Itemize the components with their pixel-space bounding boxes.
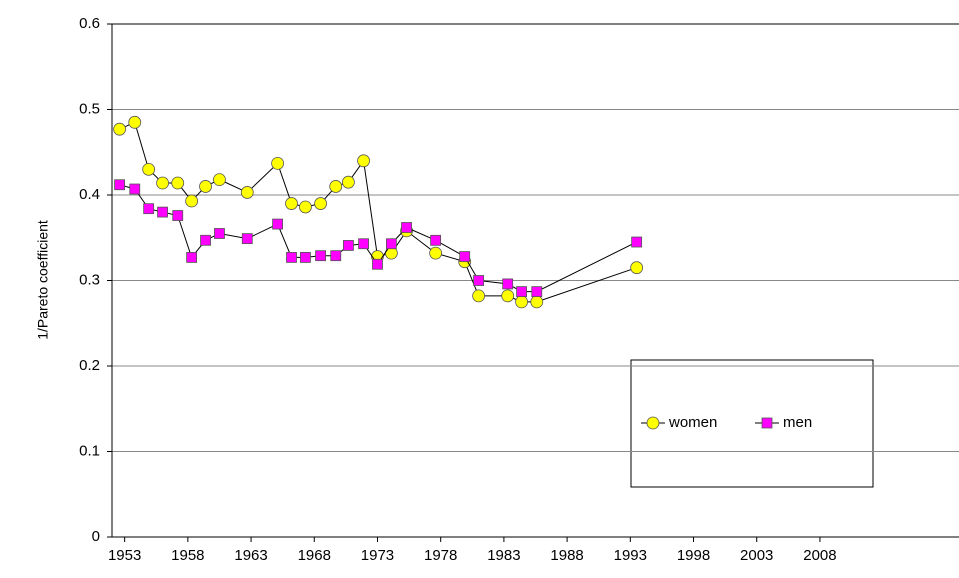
x-tick-label: 1983 [487, 547, 520, 564]
data-point [314, 197, 327, 210]
data-point [114, 179, 125, 191]
data-point [172, 210, 184, 221]
legend-label: women [668, 414, 717, 431]
y-tick-label: 0.1 [79, 442, 100, 459]
data-point [185, 194, 199, 208]
legend-marker [761, 417, 773, 429]
data-point [385, 238, 397, 250]
data-point [156, 176, 169, 190]
data-point [213, 173, 226, 187]
data-point [113, 122, 126, 136]
data-point [343, 240, 354, 251]
y-tick-label: 0 [92, 528, 100, 545]
data-point [501, 289, 515, 303]
data-point [358, 238, 369, 250]
x-tick-label: 1973 [361, 547, 394, 564]
data-point [186, 252, 198, 263]
data-point [315, 250, 326, 262]
data-point [200, 234, 211, 246]
series-line [119, 121, 637, 303]
data-point [329, 180, 343, 193]
data-point [429, 246, 443, 260]
data-point [631, 236, 643, 248]
x-tick-label: 2003 [740, 547, 773, 564]
data-point [342, 175, 355, 189]
legend-marker [646, 416, 660, 430]
data-point [472, 289, 486, 303]
y-tick-label: 0.2 [79, 357, 100, 374]
data-point [142, 162, 156, 176]
data-point [214, 228, 225, 239]
x-tick-label: 1993 [614, 547, 647, 564]
data-point [272, 218, 284, 230]
data-point [515, 295, 528, 309]
x-tick-label: 1978 [424, 547, 457, 564]
data-point [330, 250, 342, 262]
y-tick-label: 0.6 [79, 15, 100, 32]
data-point [473, 275, 485, 286]
y-tick-label: 0.4 [79, 186, 100, 203]
x-tick-label: 1958 [171, 547, 204, 564]
data-point [299, 200, 312, 214]
x-tick-label: 1963 [234, 547, 267, 564]
data-point [372, 258, 383, 270]
data-point [357, 154, 370, 168]
data-point [285, 197, 298, 210]
data-point [271, 156, 285, 170]
x-tick-label: 1998 [677, 547, 710, 564]
data-point [531, 286, 543, 298]
data-point [129, 183, 141, 195]
data-point [502, 278, 514, 290]
data-point [128, 115, 142, 129]
data-point [530, 295, 544, 309]
data-point [157, 206, 168, 218]
data-point [430, 234, 442, 246]
x-tick-label: 1953 [108, 547, 141, 564]
x-tick-label: 1968 [298, 547, 331, 564]
data-point [300, 252, 311, 263]
x-tick-label: 2008 [803, 547, 836, 564]
x-tick-label: 1988 [550, 547, 583, 564]
legend-box [630, 359, 874, 488]
data-point [286, 252, 297, 263]
data-point [630, 261, 644, 275]
legend-label: men [783, 414, 812, 431]
data-point [171, 176, 185, 190]
y-axis-label: 1/Pareto coefficient [35, 220, 51, 340]
data-point [516, 286, 527, 298]
y-tick-label: 0.3 [79, 271, 100, 288]
data-point [199, 180, 212, 193]
data-point [241, 233, 253, 245]
data-point [143, 203, 155, 215]
data-point [459, 251, 471, 262]
data-point [240, 186, 254, 199]
data-point [401, 222, 412, 233]
y-tick-label: 0.5 [79, 100, 100, 117]
